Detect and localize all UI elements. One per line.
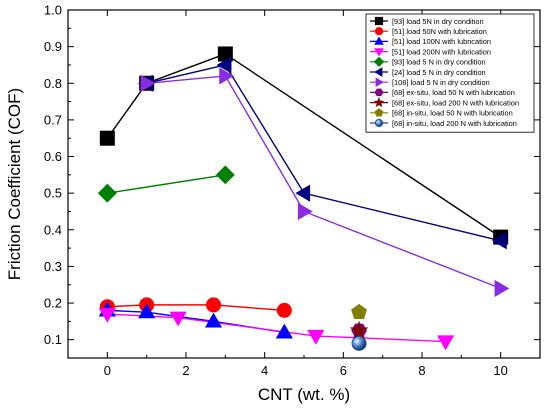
data-point-s4-0 — [97, 183, 117, 203]
y-tick-label: 0.9 — [44, 39, 62, 54]
data-point-s6-1 — [219, 67, 235, 85]
legend-label: [68] in-situ, load 50 N with lubrication — [392, 109, 513, 118]
data-point-s3-0 — [98, 307, 116, 323]
legend-label: [51] load 50N with lubrication — [392, 27, 487, 36]
legend-marker-4 — [373, 56, 385, 68]
data-point-s2-3 — [275, 323, 293, 339]
legend-marker-2 — [374, 36, 384, 45]
x-tick-label: 10 — [493, 363, 507, 378]
x-tick-label: 2 — [182, 363, 189, 378]
legend: [93] load 5N in dry condition[51] load 5… — [365, 13, 535, 133]
legend-label: [51] load 100N with lubrication — [392, 37, 491, 46]
data-point-s6-3 — [494, 279, 510, 297]
data-point-s5-2 — [295, 184, 311, 202]
y-tick-label: 0.7 — [44, 112, 62, 127]
y-tick-label: 1.0 — [44, 3, 62, 18]
data-point-s4-1 — [215, 165, 235, 185]
legend-marker-8 — [373, 96, 385, 108]
legend-marker-9 — [374, 108, 384, 117]
series-line-4 — [107, 174, 226, 194]
data-point-s2-1 — [138, 303, 156, 319]
x-axis-label: CNT (wt. %) — [258, 385, 350, 404]
data-point-s3-1 — [169, 311, 187, 327]
legend-marker-5 — [374, 67, 383, 77]
legend-label: [93] load 5N in dry condition — [392, 17, 484, 26]
legend-label: [24] load 5 N in dry condition — [392, 68, 486, 77]
y-tick-label: 0.4 — [44, 222, 62, 237]
y-tick-label: 0.5 — [44, 186, 62, 201]
x-tick-label: 4 — [261, 363, 268, 378]
axes: 0 2 4 6 8 10 0.1 0.2 0.3 0.4 0.5 0.6 0.7 0.8 0.9 1.0 — [44, 3, 541, 378]
legend-marker-1 — [374, 27, 384, 36]
series-line-5 — [146, 64, 501, 242]
legend-marker-3 — [374, 48, 384, 57]
data-point-s3-2 — [307, 329, 325, 345]
data-point-s5-3 — [491, 232, 507, 250]
data-point-s5-1 — [216, 56, 232, 74]
data-point-s3-3 — [437, 335, 455, 351]
data-point-s2-2 — [204, 312, 223, 328]
legend-marker-0 — [374, 16, 384, 26]
legend-label: [108] load 5 N in dry condition — [392, 78, 490, 87]
data-point-s8-0 — [349, 320, 369, 339]
series-line-6 — [146, 75, 501, 290]
series-line-2 — [107, 309, 285, 334]
data-point-s9-0 — [351, 303, 367, 319]
legend-label: [51] load 200N with lubrication — [392, 47, 491, 56]
y-tick-label: 0.2 — [44, 296, 62, 311]
x-tick-label: 8 — [418, 363, 425, 378]
data-point-s6-2 — [297, 202, 313, 221]
legend-label: [68] ex-situ, load 50 N with lubrication — [392, 88, 515, 97]
y-tick-label: 0.8 — [44, 76, 62, 91]
y-tick-label: 0.6 — [44, 149, 62, 164]
series-line-0 — [106, 53, 502, 238]
legend-marker-7 — [374, 88, 384, 97]
y-axis-label: Friction Coefficient (COF) — [5, 88, 24, 280]
y-tick-label: 0.1 — [44, 332, 62, 347]
legend-label: [68] ex-situ, load 200 N with lubricatio… — [392, 98, 519, 107]
data-point-s1-2 — [206, 297, 222, 313]
series-markers — [97, 46, 510, 351]
data-point-s6-0 — [140, 74, 156, 92]
data-point-s1-3 — [276, 302, 292, 318]
x-tick-label: 6 — [340, 363, 347, 378]
data-point-s10-0 — [351, 335, 367, 351]
legend-marker-6 — [375, 77, 384, 88]
x-tick-label: 0 — [104, 363, 111, 378]
series-line-1 — [107, 304, 285, 312]
legend-box — [365, 13, 535, 133]
y-tick-label: 0.3 — [44, 259, 62, 274]
legend-marker-10 — [374, 118, 384, 128]
legend-label: [68] in-situ, load 200 N with lubricatio… — [392, 119, 517, 128]
data-point-s0-0 — [99, 130, 115, 146]
legend-label: [93] load 5 N in dry condition — [392, 58, 486, 67]
